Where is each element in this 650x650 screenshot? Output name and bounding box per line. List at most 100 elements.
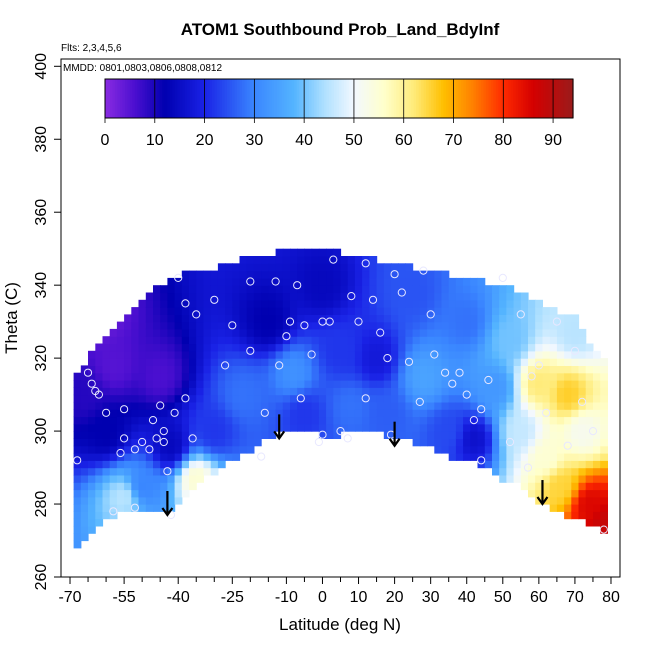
field-cell — [196, 423, 204, 432]
field-cell — [311, 321, 320, 330]
observation-point — [282, 332, 291, 341]
field-cell — [153, 350, 161, 359]
field-cell — [564, 336, 572, 345]
observation-point — [307, 350, 316, 359]
field-cell — [290, 387, 298, 396]
field-cell — [326, 277, 334, 286]
colorbar-segment — [480, 79, 484, 118]
field-cell — [600, 401, 608, 410]
field-cell — [477, 336, 486, 345]
colorbar-segment — [339, 79, 343, 118]
field-cell — [282, 321, 291, 330]
field-cell — [160, 292, 168, 301]
colorbar-segment — [460, 79, 465, 118]
field-cell — [124, 409, 132, 418]
field-cell — [290, 270, 298, 279]
field-cell — [391, 380, 399, 388]
field-cell — [340, 401, 349, 410]
field-cell — [354, 336, 363, 345]
field-cell — [427, 292, 435, 301]
colorbar-segment — [254, 79, 258, 118]
field-cell — [225, 401, 233, 410]
field-cell — [556, 321, 565, 330]
field-cell — [564, 460, 572, 469]
field-cell — [556, 416, 565, 425]
field-cell — [232, 387, 241, 396]
field-cell — [160, 365, 168, 374]
colorbar-tick-label: 60 — [395, 132, 413, 149]
field-cell — [556, 336, 565, 345]
observation-markers — [73, 255, 608, 534]
field-cell — [153, 307, 161, 315]
field-cell — [225, 328, 233, 337]
field-cell — [448, 285, 457, 294]
colorbar-segment — [416, 79, 420, 118]
field-cell — [217, 307, 226, 315]
field-cell — [297, 380, 305, 388]
observation-point — [257, 452, 266, 461]
field-cell — [261, 299, 269, 308]
field-cell — [311, 263, 320, 272]
y-tick-label: 340 — [33, 272, 50, 299]
field-cell — [470, 387, 479, 396]
observation-point — [599, 525, 608, 534]
field-cell — [419, 423, 428, 432]
field-cell — [232, 409, 241, 418]
field-cell — [116, 416, 125, 425]
field-cell — [217, 372, 226, 381]
field-cell — [95, 467, 104, 476]
observation-point — [505, 437, 515, 447]
field-cell — [261, 372, 269, 381]
colorbar-segment — [398, 79, 402, 118]
field-cell — [506, 372, 515, 381]
field-cell — [513, 423, 522, 432]
colorbar-segment — [348, 79, 353, 118]
field-cell — [535, 314, 543, 323]
field-cell — [326, 416, 334, 425]
field-cell — [318, 343, 327, 352]
field-cell — [434, 438, 443, 447]
field-cell — [304, 343, 313, 352]
field-cell — [203, 387, 212, 396]
field-cell — [95, 350, 104, 359]
field-cell — [326, 358, 334, 366]
field-cell — [318, 358, 327, 366]
field-cell — [585, 496, 594, 505]
field-cell — [391, 343, 399, 352]
field-cell — [239, 365, 248, 374]
field-cell — [513, 380, 522, 388]
field-cell — [174, 438, 183, 447]
field-cell — [477, 292, 486, 301]
colorbar-segment — [446, 79, 450, 118]
field-cell — [297, 343, 305, 352]
field-cell — [549, 409, 558, 418]
flights-subtitle: Flts: 2,3,4,5,6 — [61, 43, 122, 54]
field-cell — [239, 285, 248, 294]
field-cell — [145, 328, 154, 337]
field-cell — [556, 394, 565, 403]
field-cell — [405, 292, 414, 301]
field-cell — [326, 285, 334, 294]
field-cell — [232, 270, 241, 279]
field-cell — [412, 277, 421, 286]
field-cell — [369, 394, 378, 403]
field-cell — [585, 350, 594, 359]
colorbar-segment — [214, 79, 218, 118]
field-cell — [391, 416, 399, 425]
field-cell — [412, 380, 421, 388]
field-cell — [506, 467, 515, 476]
field-cell — [246, 438, 255, 447]
field-cell — [167, 496, 176, 505]
field-cell — [347, 394, 356, 403]
field-cell — [427, 343, 435, 352]
field-cell — [593, 445, 601, 454]
field-cell — [196, 467, 204, 476]
field-cell — [506, 438, 515, 447]
field-cell — [181, 460, 190, 469]
x-tick-label: 80 — [602, 589, 620, 606]
field-cell — [153, 474, 161, 483]
field-cell — [383, 394, 392, 403]
field-cell — [297, 292, 305, 301]
field-cell — [304, 328, 313, 337]
field-cell — [564, 394, 572, 403]
